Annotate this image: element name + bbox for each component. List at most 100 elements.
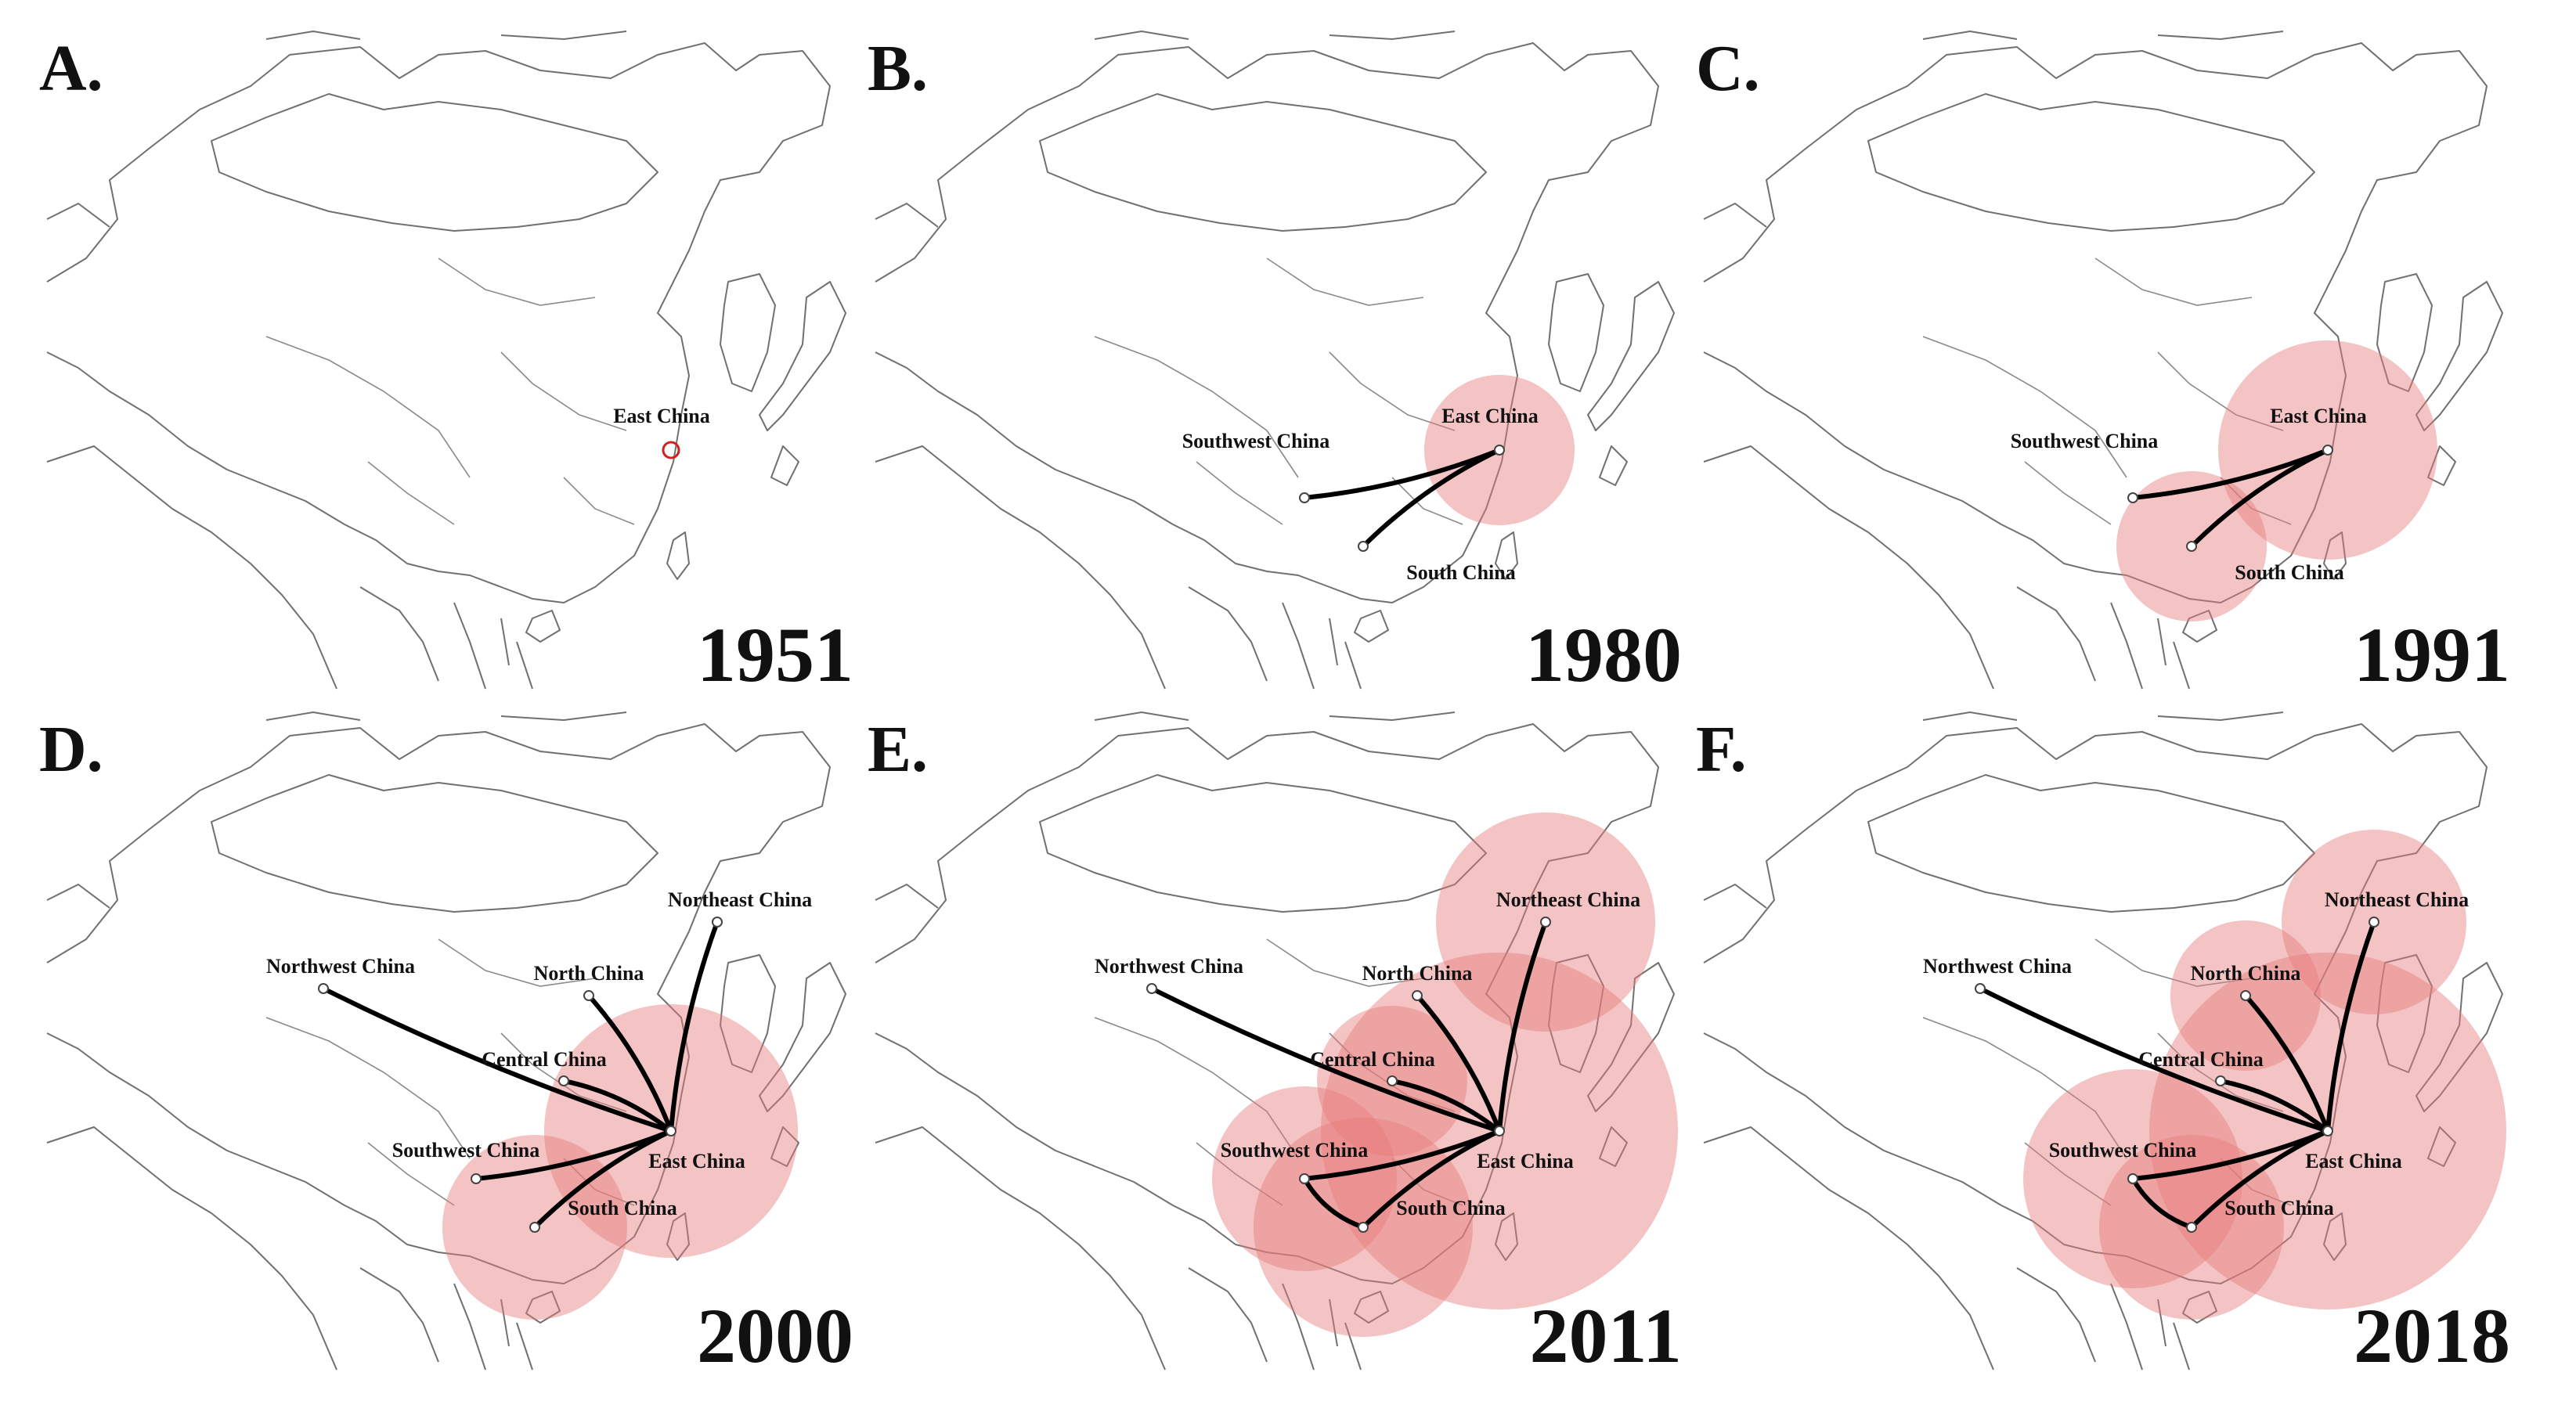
panel-year: 1991 [2354, 611, 2510, 698]
border-line [1354, 610, 1389, 643]
region-node [2322, 1126, 2333, 1136]
border-line [211, 93, 658, 232]
border-line [1599, 1126, 1628, 1167]
province-line [438, 258, 596, 306]
panel-e: Northeast China North China Northwest Chin… [868, 711, 1682, 1379]
border-line [1703, 884, 1767, 909]
region-node [2127, 492, 2138, 503]
flow-line [474, 1129, 673, 1181]
region-node [712, 917, 723, 928]
province-line [2024, 461, 2112, 525]
panel-year: 2011 [1530, 1292, 1682, 1379]
region-label: South China [568, 1197, 676, 1219]
region-label: Northwest China [266, 955, 415, 978]
border-line [2323, 531, 2347, 580]
border-line [1867, 774, 2315, 913]
border-line [1188, 1267, 1362, 1371]
border-line [666, 1212, 690, 1261]
region-label: Northeast China [1496, 888, 1640, 911]
region-node [2215, 1075, 2226, 1086]
region-node [558, 1075, 569, 1086]
border-line [359, 1267, 533, 1371]
region-node [1540, 917, 1551, 928]
region-label: East China [1441, 405, 1539, 427]
region-label: East China [1477, 1150, 1574, 1172]
province-line [2220, 1158, 2292, 1206]
region-label: East China [648, 1150, 745, 1172]
border-line [1495, 1212, 1518, 1261]
flow-line [2130, 1129, 2330, 1181]
region-node [2186, 541, 2197, 552]
flow-line [1361, 448, 1502, 549]
border-line [359, 586, 533, 690]
border-line [46, 42, 831, 603]
region-node [318, 983, 329, 994]
border-line [2427, 445, 2456, 486]
border-line [720, 954, 776, 1073]
province-line [1922, 1017, 2127, 1159]
border-line [1587, 962, 1675, 1112]
border-line [1039, 93, 1487, 232]
flow-line [1978, 986, 2330, 1133]
region-label: East China [2305, 1150, 2402, 1172]
province-line [1266, 938, 1424, 987]
panel-c: East China Southwest China South China C. 19… [1696, 31, 2510, 698]
province-line [265, 336, 471, 478]
border-line [720, 273, 776, 392]
flow-line [2325, 920, 2376, 1133]
panel-letter: E. [868, 713, 928, 786]
province-line [367, 461, 455, 525]
flow-line [669, 920, 720, 1133]
panel-f: Northeast China North China Northwest Chin… [1696, 711, 2510, 1379]
province-line [438, 938, 596, 987]
panel-year: 1951 [697, 611, 853, 698]
flow-line [1302, 1129, 1502, 1181]
province-line [563, 477, 635, 525]
border-line [1703, 1126, 1994, 1371]
panel-year: 2018 [2354, 1292, 2510, 1379]
province-line [1391, 477, 1463, 525]
province-line [2157, 1032, 2284, 1112]
region-label: South China [2224, 1197, 2333, 1219]
region-node [583, 990, 594, 1001]
border-line [1703, 203, 1767, 228]
flow-line [1415, 993, 1502, 1133]
flow-line [2130, 1176, 2194, 1230]
province-line [563, 1158, 635, 1206]
region-label: Southwest China [2049, 1139, 2197, 1162]
flow-line [586, 993, 673, 1133]
region-node [2369, 917, 2379, 928]
region-label: South China [1396, 1197, 1505, 1219]
flow-line [1361, 1129, 1502, 1230]
region-node [2322, 445, 2333, 456]
flow-line [1302, 448, 1502, 500]
border-line [1188, 586, 1362, 690]
province-line [500, 1032, 627, 1112]
border-line [770, 445, 799, 486]
region-label: Central China [1310, 1048, 1435, 1071]
panel-year: 1980 [1525, 611, 1682, 698]
border-line [759, 281, 846, 431]
province-line [1094, 336, 1299, 478]
panel-letter: C. [1696, 32, 1760, 105]
border-line [2182, 610, 2217, 643]
region-label: East China [2270, 405, 2367, 427]
border-line [46, 884, 110, 909]
region-label: South China [2235, 561, 2343, 584]
province-line [1329, 1032, 1456, 1112]
flow-line [1302, 1176, 1366, 1230]
border-line [46, 203, 110, 228]
border-line [525, 610, 561, 643]
border-line [1039, 774, 1487, 913]
region-label: North China [1362, 962, 1473, 985]
border-line [1703, 445, 1994, 690]
region-label: Northwest China [1923, 955, 2072, 978]
region-node [1299, 492, 1310, 503]
border-line [875, 203, 939, 228]
border-line [666, 531, 690, 580]
panel-b: East China Southwest China South China B. 19… [868, 31, 1682, 698]
border-line [875, 445, 1166, 690]
flow-line [1149, 986, 1502, 1133]
